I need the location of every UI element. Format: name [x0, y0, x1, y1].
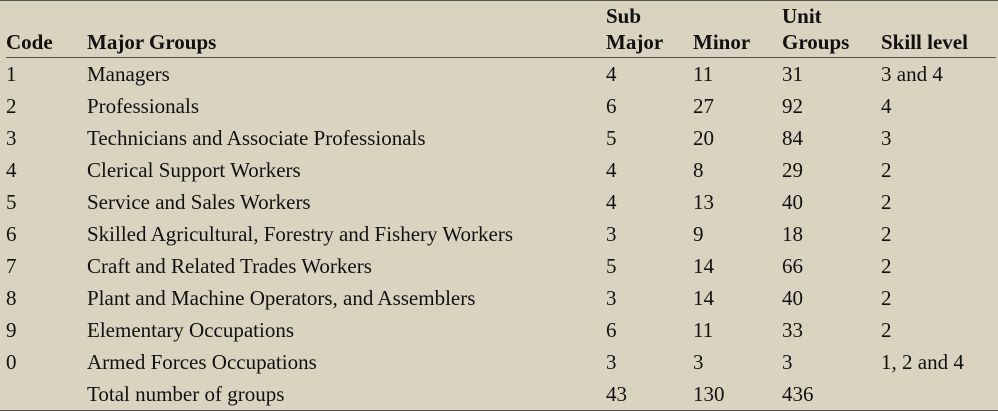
cell-sub-major: 3	[606, 350, 617, 374]
cell-unit-groups: 84	[782, 126, 803, 150]
cell-major-group: Service and Sales Workers	[87, 190, 311, 214]
total-skill-level	[881, 378, 996, 410]
cell-minor: 11	[693, 318, 714, 342]
header-code: Code	[6, 1, 87, 58]
cell-unit-groups: 29	[782, 158, 803, 182]
cell-minor: 8	[693, 158, 704, 182]
total-row: Total number of groups 43 130 436	[6, 378, 996, 410]
cell-major-group: Craft and Related Trades Workers	[87, 254, 372, 278]
cell-unit-groups: 66	[782, 254, 803, 278]
cell-minor: 14	[693, 254, 714, 278]
cell-minor: 13	[693, 190, 714, 214]
cell-minor: 3	[693, 350, 704, 374]
table-row: 0 Armed Forces Occupations 3 3 3 1, 2 an…	[6, 346, 996, 378]
table-header-row: Code Major Groups Sub Major Minor Unit G…	[6, 1, 996, 58]
cell-major-group: Managers	[87, 62, 170, 86]
cell-sub-major: 3	[606, 222, 617, 246]
table-row: 7 Craft and Related Trades Workers 5 14 …	[6, 250, 996, 282]
total-label: Total number of groups	[87, 382, 285, 406]
header-sub-major: Sub Major	[606, 1, 693, 58]
cell-skill-level: 3	[881, 126, 892, 150]
table-row: 2 Professionals 6 27 92 4	[6, 90, 996, 122]
cell-unit-groups: 3	[782, 350, 793, 374]
cell-unit-groups: 40	[782, 190, 803, 214]
cell-unit-groups: 33	[782, 318, 803, 342]
cell-code: 6	[6, 222, 17, 246]
occupation-groups-table: Code Major Groups Sub Major Minor Unit G…	[6, 1, 996, 410]
cell-minor: 11	[693, 62, 714, 86]
cell-sub-major: 6	[606, 94, 617, 118]
cell-minor: 14	[693, 286, 714, 310]
cell-sub-major: 4	[606, 158, 617, 182]
cell-skill-level: 2	[881, 158, 892, 182]
header-unit-groups-line1: Unit	[782, 4, 822, 28]
total-minor: 130	[693, 382, 725, 406]
cell-code: 4	[6, 158, 17, 182]
cell-skill-level: 2	[881, 286, 892, 310]
table-row: 5 Service and Sales Workers 4 13 40 2	[6, 186, 996, 218]
cell-sub-major: 6	[606, 318, 617, 342]
cell-unit-groups: 40	[782, 286, 803, 310]
cell-major-group: Professionals	[87, 94, 199, 118]
cell-code: 7	[6, 254, 17, 278]
cell-code: 3	[6, 126, 17, 150]
cell-code: 9	[6, 318, 17, 342]
cell-major-group: Plant and Machine Operators, and Assembl…	[87, 286, 476, 310]
cell-sub-major: 4	[606, 190, 617, 214]
header-sub-major-line2: Major	[606, 30, 664, 54]
cell-sub-major: 5	[606, 254, 617, 278]
cell-skill-level: 2	[881, 190, 892, 214]
cell-major-group: Skilled Agricultural, Forestry and Fishe…	[87, 222, 514, 246]
total-unit-groups: 436	[782, 382, 814, 406]
cell-major-group: Elementary Occupations	[87, 318, 295, 342]
cell-code: 2	[6, 94, 17, 118]
cell-skill-level: 4	[881, 94, 892, 118]
cell-sub-major: 3	[606, 286, 617, 310]
table-body: 1 Managers 4 11 31 3 and 4 2 Professiona…	[6, 58, 996, 411]
cell-minor: 9	[693, 222, 704, 246]
cell-sub-major: 5	[606, 126, 617, 150]
header-major-groups: Major Groups	[87, 1, 606, 58]
cell-code: 0	[6, 350, 17, 374]
cell-code: 8	[6, 286, 17, 310]
header-minor: Minor	[693, 1, 782, 58]
cell-unit-groups: 31	[782, 62, 803, 86]
cell-major-group: Technicians and Associate Professionals	[87, 126, 426, 150]
cell-major-group: Armed Forces Occupations	[87, 350, 317, 374]
table-row: 1 Managers 4 11 31 3 and 4	[6, 58, 996, 91]
cell-skill-level: 2	[881, 318, 892, 342]
table-row: 6 Skilled Agricultural, Forestry and Fis…	[6, 218, 996, 250]
table-row: 8 Plant and Machine Operators, and Assem…	[6, 282, 996, 314]
table-row: 9 Elementary Occupations 6 11 33 2	[6, 314, 996, 346]
header-skill-level: Skill level	[881, 1, 996, 58]
cell-sub-major: 4	[606, 62, 617, 86]
cell-code-empty	[6, 378, 87, 410]
table-row: 4 Clerical Support Workers 4 8 29 2	[6, 154, 996, 186]
total-sub-major: 43	[606, 382, 627, 406]
header-unit-groups: Unit Groups	[782, 1, 881, 58]
cell-skill-level: 1, 2 and 4	[881, 350, 964, 374]
cell-skill-level: 3 and 4	[881, 62, 943, 86]
cell-code: 5	[6, 190, 17, 214]
cell-unit-groups: 18	[782, 222, 803, 246]
table-row: 3 Technicians and Associate Professional…	[6, 122, 996, 154]
header-unit-groups-line2: Groups	[782, 30, 850, 54]
cell-unit-groups: 92	[782, 94, 803, 118]
header-sub-major-line1: Sub	[606, 4, 642, 28]
cell-minor: 20	[693, 126, 714, 150]
cell-skill-level: 2	[881, 222, 892, 246]
cell-skill-level: 2	[881, 254, 892, 278]
cell-minor: 27	[693, 94, 714, 118]
cell-major-group: Clerical Support Workers	[87, 158, 301, 182]
cell-code: 1	[6, 62, 17, 86]
